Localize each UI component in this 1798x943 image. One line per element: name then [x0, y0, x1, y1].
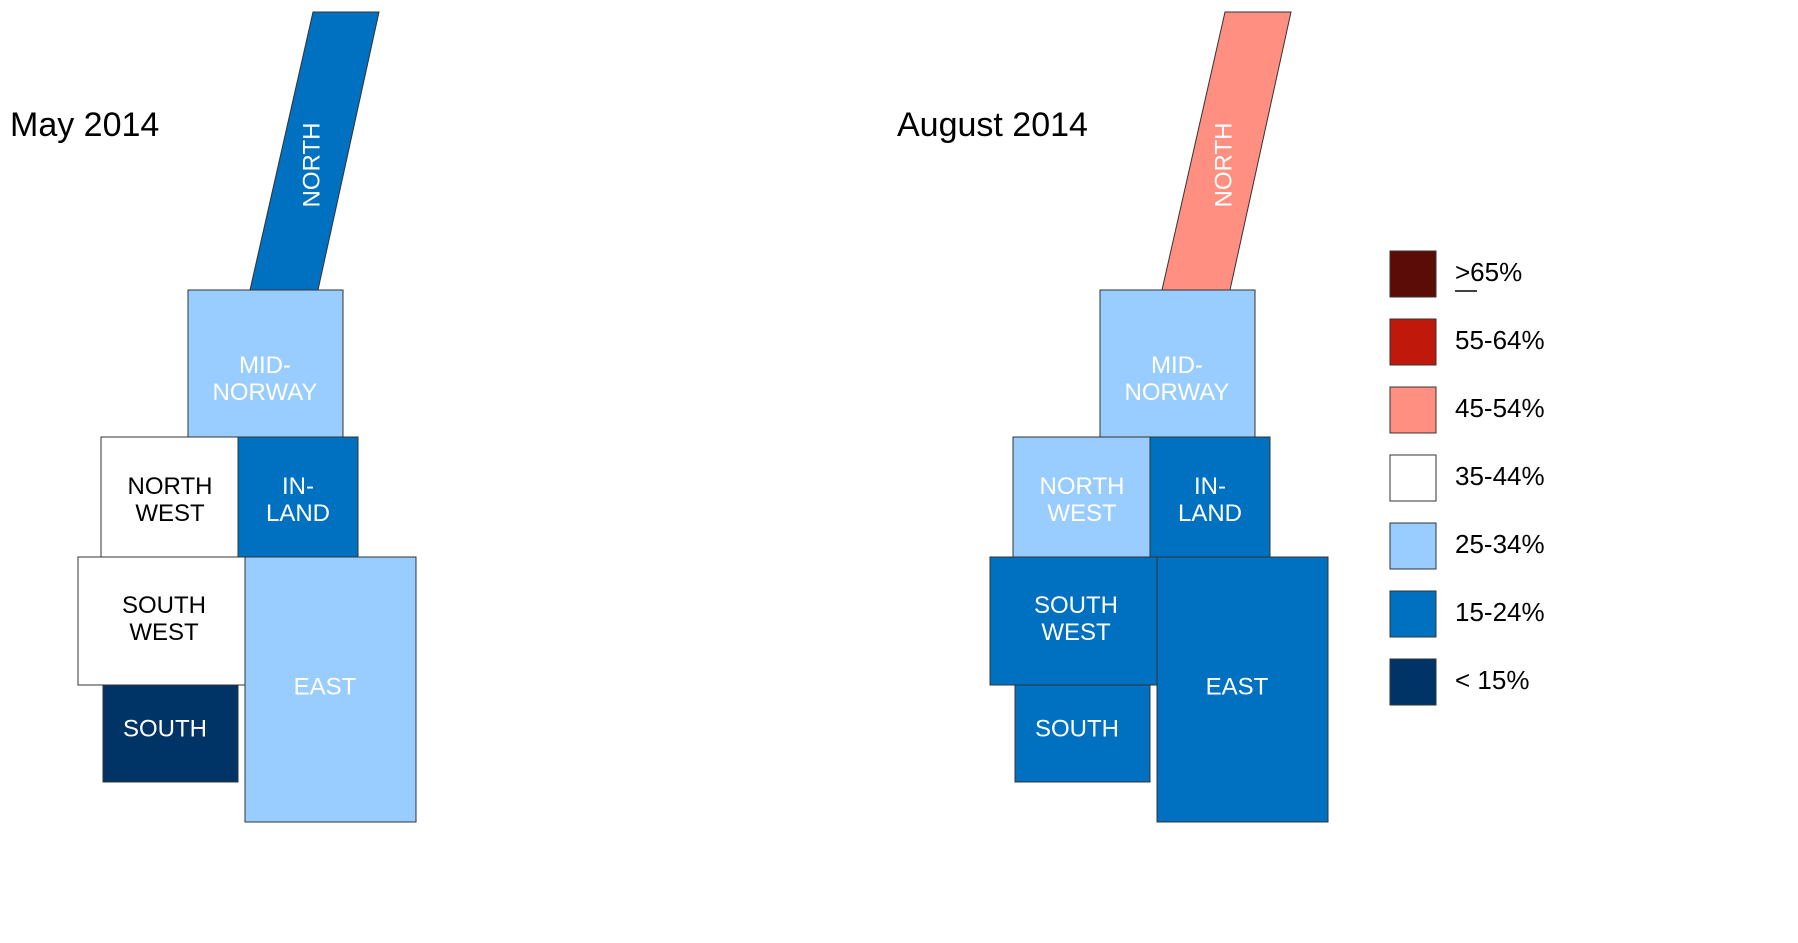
region	[100, 436, 239, 566]
region	[1099, 289, 1256, 446]
region	[102, 684, 239, 783]
region-label: SOUTH	[1034, 592, 1118, 619]
map-title: August 2014	[897, 106, 1088, 144]
region	[77, 556, 246, 686]
region-label: NORTH	[1210, 123, 1237, 208]
region-label: EAST	[1206, 673, 1269, 700]
region-label: WEST	[1041, 619, 1111, 646]
legend-label: >65%	[1455, 257, 1522, 287]
region	[1014, 684, 1151, 783]
legend-label: 35-44%	[1455, 461, 1545, 491]
region-label: NORWAY	[213, 379, 318, 406]
region-label: SOUTH	[1035, 715, 1119, 742]
region-label: LAND	[266, 500, 330, 527]
legend-swatch	[1389, 590, 1437, 638]
region-label: WEST	[1047, 500, 1117, 527]
region-label: IN-	[282, 473, 314, 500]
region-label: SOUTH	[123, 715, 207, 742]
region-label: LAND	[1178, 500, 1242, 527]
region	[244, 556, 417, 823]
map-title: May 2014	[10, 106, 159, 144]
legend-swatch	[1389, 318, 1437, 366]
legend-label: 55-64%	[1455, 325, 1545, 355]
legend-swatch	[1389, 386, 1437, 434]
region-label: WEST	[135, 500, 205, 527]
legend-label: 15-24%	[1455, 597, 1545, 627]
legend-swatch	[1389, 658, 1437, 706]
region-label: SOUTH	[122, 592, 206, 619]
region-label: MID-	[239, 352, 291, 379]
region	[1156, 556, 1329, 823]
region	[989, 556, 1158, 686]
legend-swatch	[1389, 250, 1437, 298]
legend-swatch	[1389, 522, 1437, 570]
legend-label: 25-34%	[1455, 529, 1545, 559]
region-label: NORTH	[298, 123, 325, 208]
region-label: MID-	[1151, 352, 1203, 379]
region-label: WEST	[129, 619, 199, 646]
region-label: NORWAY	[1125, 379, 1230, 406]
region	[187, 289, 344, 446]
region-label: EAST	[294, 673, 357, 700]
region	[1149, 436, 1271, 566]
region	[237, 436, 359, 566]
region-label: IN-	[1194, 473, 1226, 500]
region-label: NORTH	[128, 473, 213, 500]
legend-label: < 15%	[1455, 665, 1529, 695]
region-label: NORTH	[1040, 473, 1125, 500]
legend-label: 45-54%	[1455, 393, 1545, 423]
legend-swatch	[1389, 454, 1437, 502]
